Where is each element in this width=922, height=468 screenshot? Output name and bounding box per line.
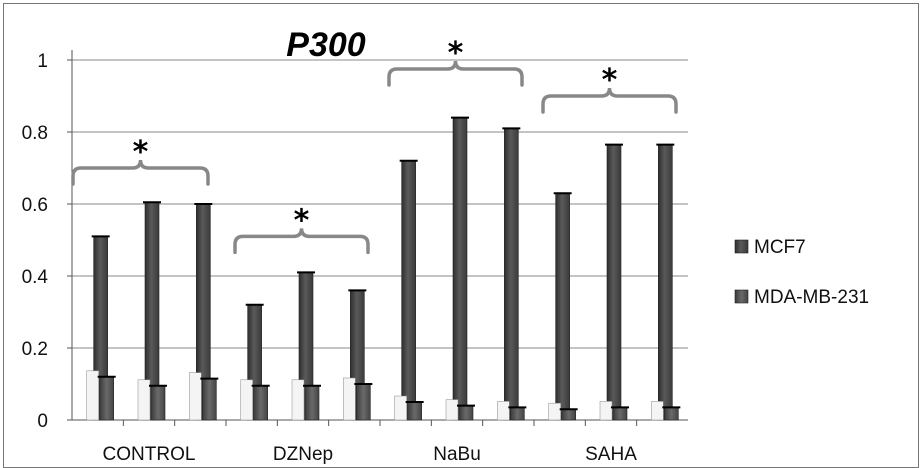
significance-brackets: * * * * [71,36,678,255]
x-group-label: CONTROL [103,444,196,465]
bar-mcf7 [452,117,468,421]
bar-mcf7 [606,144,622,421]
bar-mda-mb-231 [356,383,371,421]
axes: 0 0.2 0.4 0.6 0.8 1 CONTROL DZNep NaBu SAHA [22,50,688,465]
significance-bracket [387,60,524,87]
x-group-label: SAHA [585,444,637,465]
bar-shadow-mda [137,379,151,421]
significance-star: * [602,63,618,98]
bar-mda-mb-231 [510,407,525,421]
bar-mda-mb-231 [150,385,166,421]
bar-mda-mb-231 [612,407,628,421]
x-group-label: NaBu [433,444,481,465]
bar-mcf7 [658,144,673,421]
legend-swatch [734,239,749,254]
bar-mda-mb-231 [458,405,474,421]
chart-title: P300 [286,26,365,64]
significance-star: * [294,203,310,238]
y-tick-label: 1 [37,51,48,72]
x-group-label: DZNep [273,444,333,465]
bar-mda-mb-231 [253,385,268,421]
bar-shadow-mda [343,377,356,421]
legend-label: MDA-MB-231 [754,287,869,308]
y-tick-label: 0.8 [22,123,48,144]
significance-star: * [448,36,464,71]
bar-shadow-mda [599,401,613,421]
y-tick-label: 0.6 [22,195,48,216]
bar-shadow-mda [497,401,510,421]
significance-bracket [541,87,678,114]
bar-mcf7 [555,192,570,421]
bar-shadow-mda [651,401,664,421]
bar-mda-mb-231 [99,376,114,421]
y-tick-label: 0.2 [22,339,48,360]
bar-mda-mb-231 [664,407,679,421]
bar-mcf7 [401,160,416,421]
bars [86,116,681,421]
gridlines [72,59,688,349]
bar-shadow-mda [394,395,407,421]
legend-label: MCF7 [754,237,806,258]
bar-shadow-mda [189,372,202,421]
bar-shadow-mda [240,379,253,421]
significance-star: * [133,135,149,170]
significance-bracket [71,159,210,186]
legend-swatch [734,289,749,304]
bar-mda-mb-231 [202,378,217,421]
bar-shadow-mda [445,399,459,421]
bar-mda-mb-231 [304,385,320,421]
significance-bracket [233,228,370,255]
legend: MCF7 MDA-MB-231 [734,237,869,308]
y-tick-label: 0.4 [22,267,49,288]
bar-shadow-mda [291,379,305,421]
y-tick-label: 0 [37,411,48,432]
bar-mcf7 [504,128,519,421]
bar-mda-mb-231 [561,408,576,421]
bar-mda-mb-231 [407,401,422,421]
bar-shadow-mda [548,402,561,421]
bar-shadow-mda [86,370,99,421]
